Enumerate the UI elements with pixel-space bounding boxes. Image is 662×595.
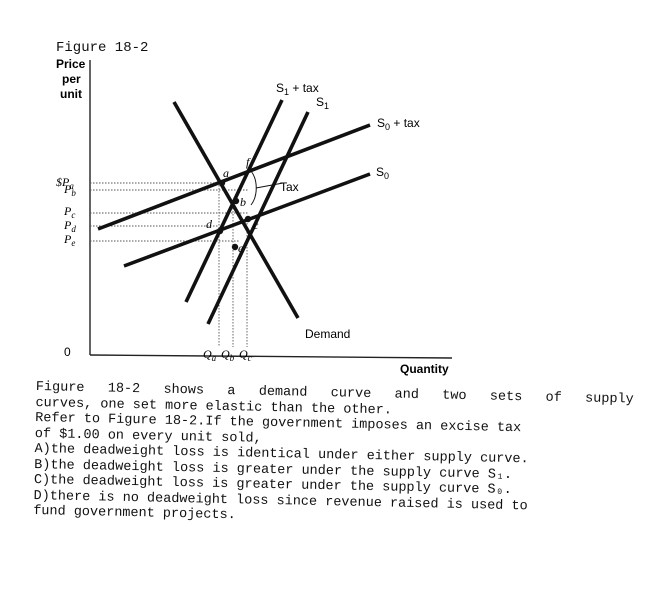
price-label-c: Pc [63, 204, 75, 220]
s0-label: S0 [376, 165, 389, 181]
point-c-label: c [253, 218, 259, 232]
demand-curve [172, 101, 300, 319]
s1-tax-label: S1 + tax [276, 81, 319, 97]
y-axis-label-line3: unit [60, 87, 82, 101]
point-a-label: a [223, 166, 229, 180]
tax-leader [255, 182, 284, 189]
supply-demand-chart: Price per unit Quantity 0 Tax a b c d e … [56, 57, 453, 376]
s0-tax-curve [97, 123, 371, 231]
tax-label: Tax [280, 180, 299, 194]
quantity-label-a: Qa [203, 347, 217, 363]
point-e-label: e [238, 241, 244, 255]
figure-label: Figure 18-2 [56, 40, 149, 56]
point-d-dot [216, 227, 224, 235]
demand-label: Demand [305, 327, 350, 341]
quantity-label-c: Qc [239, 347, 252, 363]
price-label-e: Pe [63, 232, 75, 248]
s0-tax-label: S0 + tax [377, 116, 420, 132]
tax-bracket [250, 170, 257, 206]
quantity-label-b: Qb [221, 347, 235, 363]
point-f-label: f [246, 155, 251, 169]
price-label-d: Pd [63, 218, 76, 234]
guide-lines [90, 182, 249, 347]
y-axis-label-line1: Price [56, 57, 86, 71]
origin-label: 0 [64, 345, 71, 359]
point-b-dot [232, 197, 240, 205]
point-e-dot [231, 243, 239, 251]
s1-label: S1 [316, 95, 329, 111]
price-label-a: $Pa [56, 175, 74, 191]
y-axis-label-line2: per [62, 72, 81, 86]
point-b-label: b [240, 195, 246, 209]
x-axis-label: Quantity [400, 362, 449, 376]
s1-curve [206, 111, 310, 325]
price-label-b: Pb [63, 182, 76, 198]
point-a-dot [218, 179, 226, 187]
x-axis [89, 354, 453, 359]
question-text: Figure 18-2 shows a demand curve and two… [33, 380, 634, 532]
point-d-label: d [206, 217, 213, 231]
point-c-dot [244, 215, 252, 223]
